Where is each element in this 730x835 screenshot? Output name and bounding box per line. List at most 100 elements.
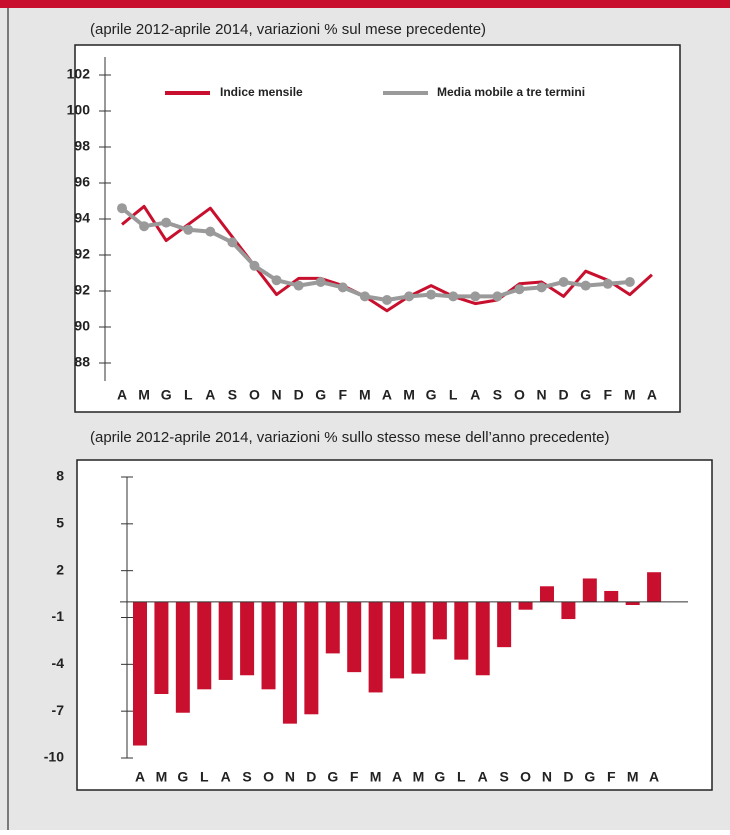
y-tick-label: 92 — [74, 246, 90, 262]
subtitle: (aprile 2012-aprile 2014, variazioni % s… — [90, 429, 609, 446]
x-tick-label: A — [647, 387, 657, 403]
x-tick-label: N — [542, 769, 552, 785]
x-tick-label: A — [117, 387, 127, 403]
x-tick-label: O — [263, 769, 274, 785]
x-tick-label: D — [559, 387, 569, 403]
x-tick-label: G — [434, 769, 445, 785]
x-tick-label: S — [242, 769, 251, 785]
x-tick-label: M — [370, 769, 382, 785]
bar — [454, 601, 469, 660]
x-tick-label: M — [359, 387, 371, 403]
x-tick-label: O — [514, 387, 525, 403]
bar — [133, 601, 147, 746]
bar — [304, 601, 319, 715]
point — [426, 289, 437, 300]
bar — [390, 601, 405, 679]
x-tick-label: D — [563, 769, 573, 785]
point — [580, 280, 591, 291]
point — [139, 221, 150, 232]
bar — [282, 601, 297, 724]
subtitle: (aprile 2012-aprile 2014, variazioni % s… — [90, 21, 486, 38]
x-tick-label: S — [228, 387, 237, 403]
x-tick-label: A — [478, 769, 488, 785]
x-tick-label: G — [315, 387, 326, 403]
y-tick-label: -1 — [52, 608, 65, 624]
y-tick-label: 98 — [74, 138, 90, 154]
y-tick-label: 102 — [67, 66, 91, 82]
point — [624, 277, 635, 287]
x-tick-label: G — [580, 387, 591, 403]
point — [536, 282, 547, 293]
bar — [518, 601, 533, 610]
point — [359, 291, 370, 302]
bar — [261, 601, 276, 690]
x-tick-label: A — [382, 387, 392, 403]
bar — [411, 601, 426, 674]
x-tick-label: F — [603, 387, 612, 403]
top-bar — [0, 0, 730, 8]
point — [183, 224, 194, 235]
x-tick-label: M — [413, 769, 425, 785]
y-tick-label: 2 — [56, 561, 64, 577]
y-tick-label: 5 — [56, 515, 64, 531]
bar — [154, 601, 169, 694]
y-tick-label: 88 — [74, 354, 90, 370]
bar — [218, 601, 233, 680]
x-tick-label: L — [449, 387, 458, 403]
bar — [240, 601, 255, 676]
point — [161, 217, 172, 228]
x-tick-label: S — [493, 387, 502, 403]
point — [337, 282, 348, 293]
x-tick-label: A — [392, 769, 402, 785]
bar — [604, 590, 619, 602]
x-tick-label: N — [271, 387, 281, 403]
bar — [325, 601, 340, 654]
point — [448, 291, 459, 302]
legend-label: Indice mensile — [220, 85, 303, 99]
x-tick-label: G — [426, 387, 437, 403]
x-tick-label: N — [536, 387, 546, 403]
point — [117, 203, 127, 214]
bar — [475, 601, 490, 676]
x-tick-label: F — [607, 769, 616, 785]
bar — [561, 601, 576, 620]
x-tick-label: A — [221, 769, 231, 785]
x-tick-label: A — [135, 769, 145, 785]
bar — [197, 601, 212, 690]
x-tick-label: D — [294, 387, 304, 403]
x-tick-label: M — [624, 387, 636, 403]
x-tick-label: F — [339, 387, 348, 403]
x-tick-label: S — [499, 769, 508, 785]
point — [470, 291, 481, 302]
x-tick-label: M — [627, 769, 639, 785]
series-line — [121, 204, 653, 313]
bar — [582, 578, 597, 602]
x-tick-label: M — [138, 387, 150, 403]
x-tick-label: L — [184, 387, 193, 403]
x-tick-label: A — [205, 387, 215, 403]
x-tick-label: O — [520, 769, 531, 785]
bar — [432, 601, 447, 640]
bar — [368, 601, 383, 693]
point — [381, 295, 392, 305]
y-tick-label: 92 — [74, 282, 90, 298]
x-tick-label: M — [403, 387, 415, 403]
point — [602, 278, 613, 289]
y-tick-label: -7 — [52, 702, 65, 718]
x-tick-label: F — [350, 769, 359, 785]
y-tick-label: 8 — [56, 468, 64, 484]
point — [492, 291, 503, 302]
bar — [175, 601, 190, 713]
y-tick-label: 100 — [67, 102, 91, 118]
point — [293, 280, 304, 291]
x-tick-label: D — [306, 769, 316, 785]
x-tick-label: A — [649, 769, 659, 785]
x-tick-label: G — [177, 769, 188, 785]
x-tick-label: M — [156, 769, 168, 785]
point — [404, 291, 415, 302]
x-tick-label: L — [457, 769, 466, 785]
bar — [625, 601, 640, 606]
bar — [539, 586, 554, 602]
